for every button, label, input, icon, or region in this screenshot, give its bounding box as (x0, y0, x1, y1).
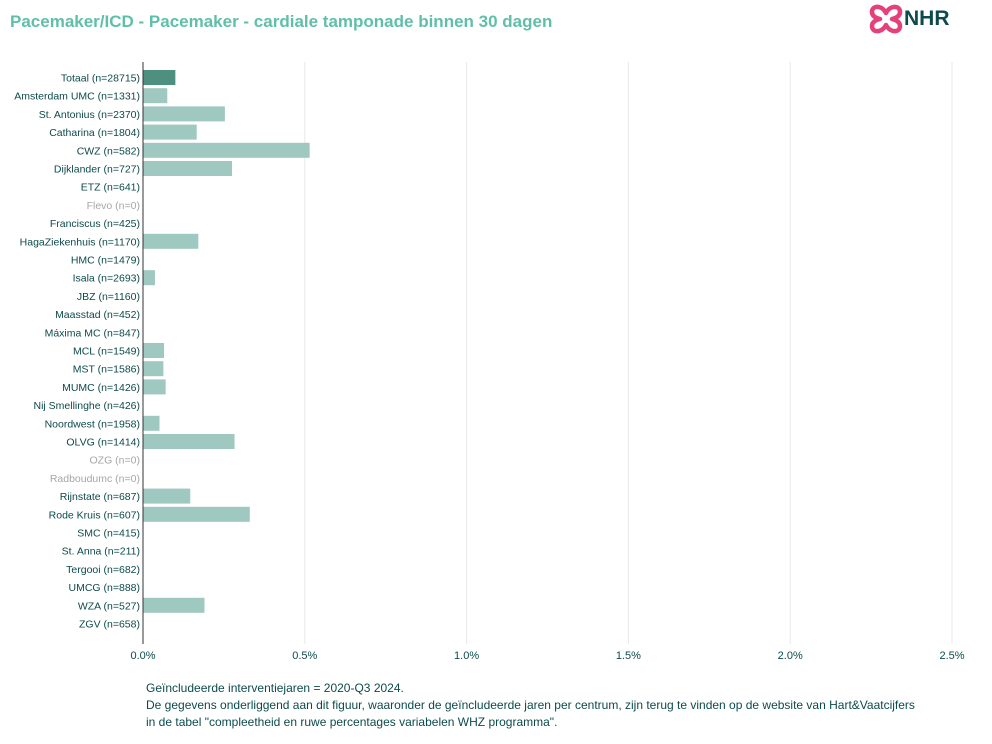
category-label: Franciscus (n=425) (50, 218, 140, 230)
category-label: HagaZiekenhuis (n=1170) (20, 236, 140, 248)
category-label: Amsterdam UMC (n=1331) (14, 91, 140, 103)
category-label: ZGV (n=658) (79, 619, 140, 631)
bar (143, 270, 155, 286)
nhr-logo-icon (869, 4, 903, 34)
bar (143, 70, 176, 85)
category-label: OLVG (n=1414) (66, 437, 140, 449)
x-tick-label: 1.5% (616, 650, 641, 662)
category-label: JBZ (n=1160) (77, 291, 140, 303)
x-axis-ticks: 0.0% 0.5% 1.0% 1.5% 2.0% 2.5% (130, 650, 964, 662)
bar (143, 379, 166, 395)
category-label: UMCG (n=888) (69, 582, 140, 594)
category-label: St. Anna (n=211) (62, 546, 140, 558)
category-label: Rode Kruis (n=607) (49, 509, 140, 521)
bar (143, 233, 199, 249)
bar (143, 597, 205, 613)
bar (143, 124, 197, 140)
bar (143, 343, 165, 358)
footnote: Geïncludeerde interventiejaren = 2020-Q3… (146, 680, 986, 731)
bar (143, 415, 160, 431)
category-label: Flevo (n=0) (87, 200, 140, 212)
category-label: Isala (n=2693) (73, 273, 140, 285)
footnote-line-3: in de tabel "compleetheid en ruwe percen… (146, 715, 558, 729)
x-tick-label: 2.5% (939, 650, 964, 662)
category-label: WZA (n=527) (78, 600, 140, 612)
bar (143, 106, 225, 122)
category-label: ETZ (n=641) (81, 182, 140, 194)
category-label: Catharina (n=1804) (49, 127, 140, 139)
bar (143, 88, 168, 104)
footnote-line-2: De gegevens onderliggend aan dit figuur,… (146, 698, 915, 712)
category-label: Dijklander (n=727) (54, 164, 140, 176)
x-tick-label: 1.0% (454, 650, 479, 662)
category-label: Totaal (n=28715) (61, 73, 140, 85)
bar-chart: Totaal (n=28715) Amsterdam UMC (n=1331) St… (14, 62, 965, 662)
x-tick-label: 2.0% (778, 650, 803, 662)
bar (143, 434, 235, 449)
bar (143, 142, 310, 158)
category-label: Nij Smellinghe (n=426) (33, 400, 140, 412)
bars (143, 70, 310, 613)
category-label: MUMC (n=1426) (62, 382, 140, 394)
x-tick-label: 0.5% (292, 650, 317, 662)
category-label: MST (n=1586) (73, 364, 140, 376)
category-label: MCL (n=1549) (73, 346, 140, 358)
page-title: Pacemaker/ICD - Pacemaker - cardiale tam… (10, 12, 553, 31)
category-label: Noordwest (n=1958) (45, 418, 140, 430)
nhr-logo: NHR (868, 0, 968, 38)
category-label: Radboudumc (n=0) (50, 473, 140, 485)
logo-text: NHR (904, 7, 950, 30)
grid-lines (304, 62, 953, 644)
category-label: SMC (n=415) (77, 528, 140, 540)
footnote-line-1: Geïncludeerde interventiejaren = 2020-Q3… (146, 681, 404, 695)
bar (143, 506, 250, 522)
category-label: St. Antonius (n=2370) (39, 109, 140, 121)
category-label: Máxima MC (n=847) (45, 327, 140, 339)
category-label: CWZ (n=582) (77, 145, 140, 157)
category-label: OZG (n=0) (90, 455, 140, 467)
bar (143, 488, 191, 504)
category-label: HMC (n=1479) (71, 255, 140, 267)
category-label: Tergooi (n=682) (66, 564, 140, 576)
category-labels: Totaal (n=28715) Amsterdam UMC (n=1331) St… (14, 73, 140, 631)
category-label: Rijnstate (n=687) (60, 491, 140, 503)
category-label: Maasstad (n=452) (55, 309, 140, 321)
bar (143, 161, 232, 176)
x-tick-label: 0.0% (130, 650, 155, 662)
bar (143, 361, 164, 377)
